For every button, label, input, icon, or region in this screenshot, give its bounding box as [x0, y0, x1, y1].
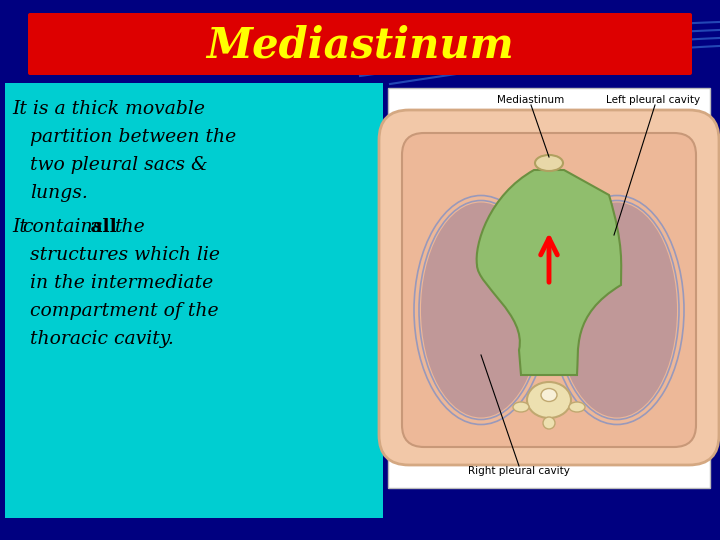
FancyBboxPatch shape	[402, 133, 696, 447]
Ellipse shape	[513, 402, 529, 412]
Text: structures which lie: structures which lie	[30, 246, 220, 264]
Text: all: all	[84, 218, 123, 236]
Text: It is a thick movable: It is a thick movable	[12, 100, 205, 118]
Text: contains: contains	[22, 218, 102, 236]
Ellipse shape	[569, 402, 585, 412]
Text: Right pleural cavity: Right pleural cavity	[468, 466, 570, 476]
Ellipse shape	[541, 388, 557, 402]
Ellipse shape	[535, 155, 563, 171]
Text: lungs.: lungs.	[30, 184, 88, 202]
Text: thoracic cavity.: thoracic cavity.	[30, 330, 174, 348]
Ellipse shape	[557, 202, 677, 417]
Ellipse shape	[527, 382, 571, 418]
Text: the: the	[115, 218, 145, 236]
PathPatch shape	[477, 170, 621, 375]
FancyBboxPatch shape	[379, 110, 719, 465]
FancyBboxPatch shape	[388, 88, 710, 488]
Text: It: It	[12, 218, 33, 236]
FancyBboxPatch shape	[5, 83, 383, 518]
Text: two pleural sacs &: two pleural sacs &	[30, 156, 208, 174]
Ellipse shape	[543, 417, 555, 429]
Text: compartment of the: compartment of the	[30, 302, 219, 320]
Ellipse shape	[421, 202, 541, 417]
FancyBboxPatch shape	[28, 13, 692, 75]
Text: Mediastinum: Mediastinum	[498, 95, 564, 105]
Text: partition between the: partition between the	[30, 128, 236, 146]
Text: Left pleural cavity: Left pleural cavity	[606, 95, 700, 105]
Text: Mediastinum: Mediastinum	[206, 25, 514, 67]
Text: in the intermediate: in the intermediate	[30, 274, 213, 292]
